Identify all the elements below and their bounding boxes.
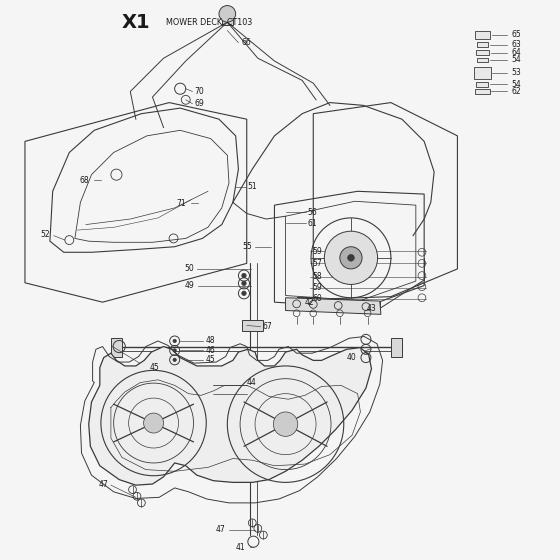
Text: MOWER DECK, CT103: MOWER DECK, CT103 [166,18,253,27]
Text: 51: 51 [248,183,258,192]
Text: 50: 50 [184,264,194,273]
Circle shape [324,231,377,284]
Text: 70: 70 [194,87,204,96]
Text: X1: X1 [122,13,151,32]
Circle shape [173,358,176,362]
Text: 65: 65 [511,30,521,39]
Text: 45: 45 [149,363,159,372]
Text: 44: 44 [247,378,256,387]
Bar [474,67,491,79]
Text: 49: 49 [185,281,195,290]
Text: 59: 59 [312,246,322,256]
Bar [475,88,489,94]
Polygon shape [242,368,263,381]
Bar [477,43,488,48]
Circle shape [348,254,354,261]
Text: 59: 59 [312,283,322,292]
Bar [475,31,490,39]
Polygon shape [88,347,371,485]
Text: 63: 63 [511,40,521,49]
Polygon shape [242,320,263,331]
Text: 47: 47 [216,525,226,534]
Text: 46: 46 [205,346,215,355]
Polygon shape [391,338,402,357]
Text: 40: 40 [347,353,356,362]
Text: 42: 42 [305,298,314,307]
Text: 54: 54 [511,80,521,89]
Text: 71: 71 [176,199,186,208]
Text: 45: 45 [205,356,215,365]
Text: 53: 53 [511,68,521,77]
Text: 58: 58 [312,272,322,281]
Text: 52: 52 [41,230,50,239]
Circle shape [173,339,176,343]
Text: 54: 54 [511,55,521,64]
Bar [477,58,488,62]
Circle shape [242,273,246,278]
Text: 47: 47 [99,479,108,488]
Circle shape [219,6,236,22]
Circle shape [273,412,298,436]
Polygon shape [286,298,381,314]
Text: 69: 69 [194,99,204,108]
Text: 61: 61 [308,219,318,228]
Text: 56: 56 [308,208,318,217]
Text: 60: 60 [312,295,322,304]
Polygon shape [358,301,380,313]
Text: 43: 43 [366,304,376,314]
Text: 64: 64 [511,48,521,57]
Circle shape [242,281,246,286]
Circle shape [340,247,362,269]
Bar [475,50,489,55]
Polygon shape [297,297,319,309]
Text: 66: 66 [241,38,251,47]
Circle shape [242,291,246,296]
Text: 55: 55 [242,242,252,251]
Text: 62: 62 [511,87,521,96]
Text: 67: 67 [262,322,272,331]
Circle shape [143,413,164,433]
Bar [476,82,488,87]
Text: 57: 57 [312,259,322,268]
Text: 68: 68 [79,176,88,185]
Text: 48: 48 [205,337,215,346]
Polygon shape [111,338,122,357]
Text: 41: 41 [236,543,246,552]
Circle shape [173,349,176,352]
Polygon shape [222,11,233,25]
